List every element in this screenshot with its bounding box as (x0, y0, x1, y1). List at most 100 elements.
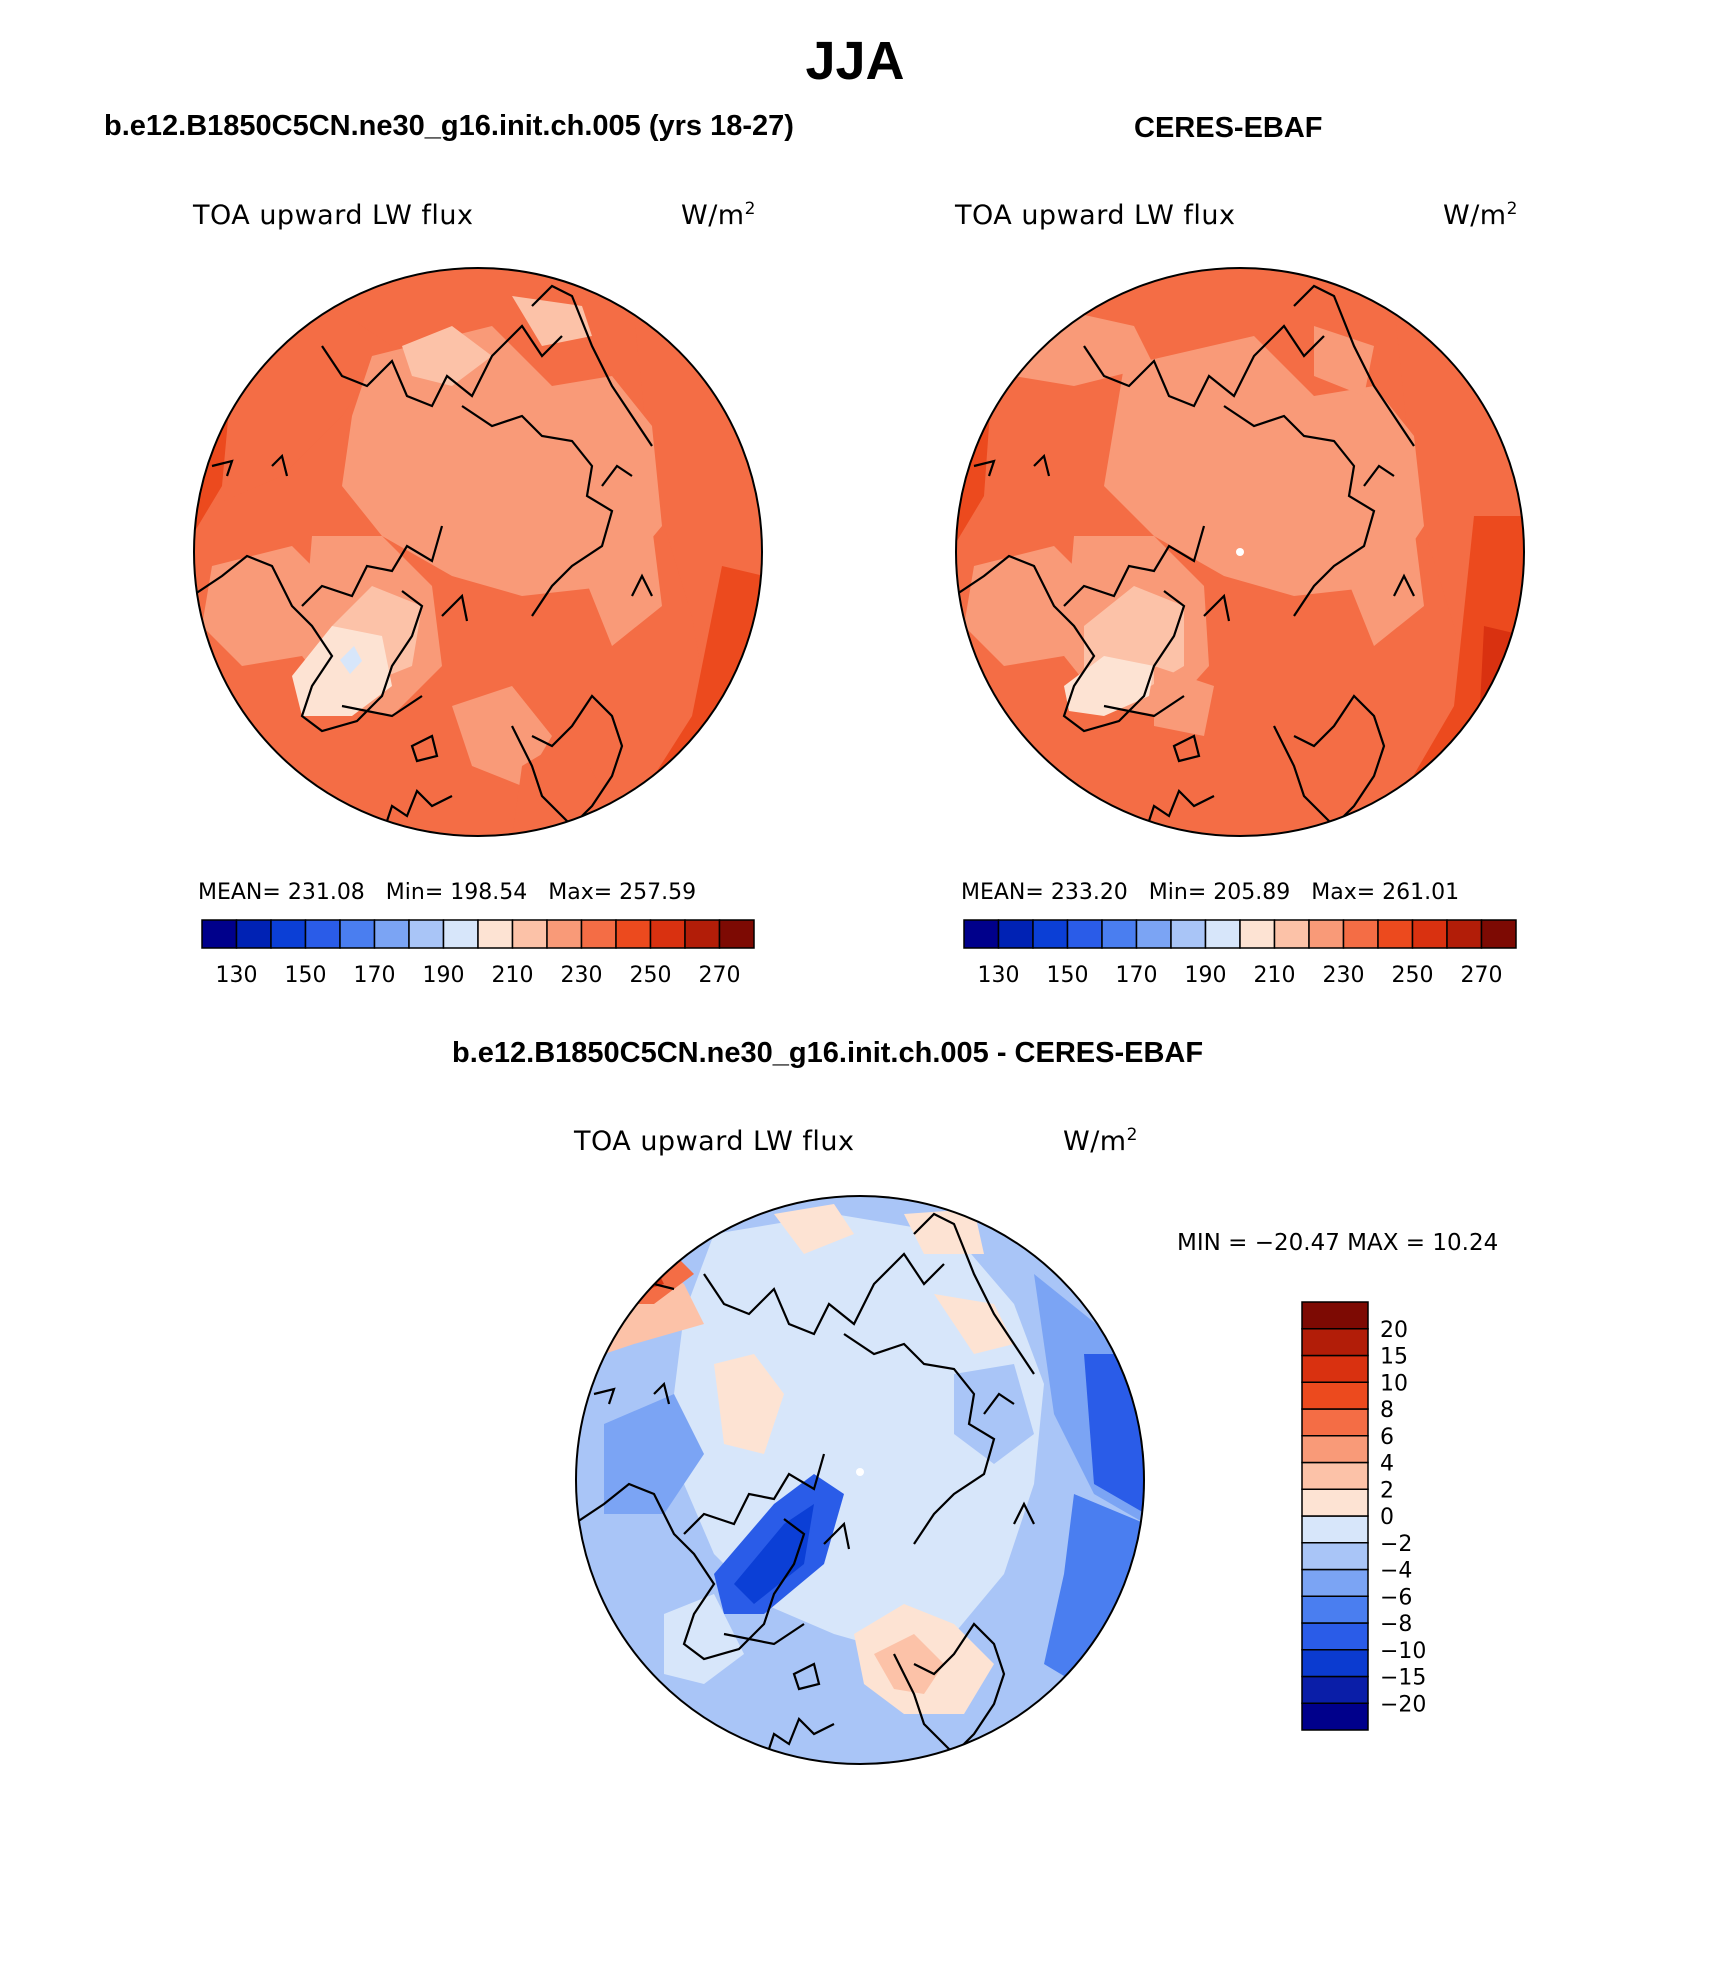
colorbar-swatch (1066, 919, 1103, 949)
panel1-colorbar: 130 150 170 190 210 230 250 270 (201, 919, 755, 988)
colorbar-swatch (1101, 919, 1138, 949)
colorbar-swatch (1301, 1328, 1369, 1357)
colorbar-swatch (1204, 919, 1241, 949)
colorbar-tick-label: 210 (492, 963, 534, 988)
colorbar-tick-label: −10 (1380, 1639, 1426, 1664)
panel1-mean-value: 231.08 (287, 880, 365, 905)
colorbar-swatch (1301, 1354, 1369, 1383)
colorbar-tick-label: 8 (1380, 1398, 1394, 1423)
panel3-units-base: W/m (1063, 1126, 1127, 1157)
colorbar-tick-label: 250 (630, 963, 672, 988)
panel1-title: b.e12.B1850C5CN.ne30_g16.init.ch.005 (yr… (104, 110, 794, 142)
colorbar-swatch (1301, 1595, 1369, 1624)
panel2-map (955, 267, 1525, 837)
colorbar-swatch (1301, 1515, 1369, 1544)
panel1-mean-label: MEAN= (198, 880, 281, 905)
colorbar-swatch (1411, 919, 1448, 949)
colorbar-swatch (373, 919, 410, 949)
colorbar-tick-label: −15 (1380, 1666, 1426, 1691)
colorbar-tick-label: −4 (1380, 1559, 1412, 1584)
colorbar-swatch (1480, 919, 1517, 949)
colorbar-tick-label: 250 (1392, 963, 1434, 988)
colorbar-tick-label: 10 (1380, 1371, 1408, 1396)
colorbar-tick-label: 4 (1380, 1452, 1394, 1477)
panel3-map (575, 1195, 1145, 1765)
panel2-title: CERES-EBAF (1134, 112, 1323, 144)
colorbar-tick-label: 230 (1323, 963, 1365, 988)
colorbar-swatch (1301, 1702, 1369, 1731)
colorbar-tick-label: 2 (1380, 1478, 1394, 1503)
panel3-units: W/m2 (1063, 1126, 1138, 1157)
panel2-colorbar: 130 150 170 190 210 230 250 270 (963, 919, 1517, 988)
colorbar-swatch (1301, 1568, 1369, 1597)
colorbar-swatch (1301, 1301, 1369, 1330)
panel3-minmax: MIN = −20.47 MAX = 10.24 (1177, 1230, 1499, 1256)
colorbar-tick-label: 6 (1380, 1425, 1394, 1450)
colorbar-tick-label: 270 (699, 963, 741, 988)
colorbar-swatch (1301, 1435, 1369, 1464)
colorbar-tick-label: 150 (285, 963, 327, 988)
colorbar-tick-label: 15 (1380, 1345, 1408, 1370)
panel2-units-exp: 2 (1506, 199, 1518, 219)
colorbar-swatch (1342, 919, 1379, 949)
panel2-units-base: W/m (1443, 200, 1507, 231)
colorbar-tick-label: −20 (1380, 1692, 1426, 1717)
panel2-min-label: Min= (1148, 880, 1207, 905)
colorbar-tick-label: 20 (1380, 1318, 1408, 1343)
colorbar-swatch (1301, 1649, 1369, 1678)
colorbar-swatch (339, 919, 376, 949)
colorbar-swatch (1301, 1408, 1369, 1437)
colorbar-swatch (1301, 1461, 1369, 1490)
colorbar-swatch (1301, 1488, 1369, 1517)
colorbar-swatch (649, 919, 686, 949)
colorbar-tick-label: 190 (1185, 963, 1227, 988)
colorbar-tick-label: 130 (216, 963, 258, 988)
panel1-units: W/m2 (681, 200, 756, 231)
panel1-min-label: Min= (385, 880, 444, 905)
colorbar-tick-label: −6 (1380, 1585, 1412, 1610)
colorbar-swatch (1301, 1675, 1369, 1704)
colorbar-tick-label: 170 (354, 963, 396, 988)
panel2-mean-value: 233.20 (1050, 880, 1128, 905)
colorbar-swatch (408, 919, 445, 949)
panel2-stats: MEAN= 233.20 Min= 205.89 Max= 261.01 (961, 880, 1459, 905)
panel1-max-value: 257.59 (619, 880, 697, 905)
panel1-units-exp: 2 (744, 199, 756, 219)
colorbar-swatch (1377, 919, 1414, 949)
colorbar-swatch (304, 919, 341, 949)
panel3-variable: TOA upward LW flux (574, 1126, 855, 1157)
colorbar-swatch (615, 919, 652, 949)
colorbar-tick-label: 190 (423, 963, 465, 988)
panel2-max-value: 261.01 (1382, 880, 1460, 905)
colorbar-tick-label: 150 (1047, 963, 1089, 988)
panel1-min-value: 198.54 (450, 880, 528, 905)
colorbar-swatch (1273, 919, 1310, 949)
colorbar-tick-label: 270 (1461, 963, 1503, 988)
colorbar-tick-label: 0 (1380, 1505, 1394, 1530)
panel2-units: W/m2 (1443, 200, 1518, 231)
panel2-min-value: 205.89 (1213, 880, 1291, 905)
colorbar-swatch (1032, 919, 1069, 949)
colorbar-tick-label: 230 (561, 963, 603, 988)
figure-title: JJA (805, 31, 905, 91)
colorbar-swatch (477, 919, 514, 949)
panel1-map (193, 267, 763, 837)
colorbar-swatch (963, 919, 1000, 949)
colorbar-tick-label: −8 (1380, 1612, 1412, 1637)
colorbar-swatch (997, 919, 1034, 949)
panel2-max-label: Max= (1311, 880, 1376, 905)
colorbar-swatch (1446, 919, 1483, 949)
colorbar-swatch (718, 919, 755, 949)
colorbar-swatch (1239, 919, 1276, 949)
colorbar-swatch (1135, 919, 1172, 949)
colorbar-swatch (580, 919, 617, 949)
colorbar-tick-label: 210 (1254, 963, 1296, 988)
colorbar-swatch (1301, 1622, 1369, 1651)
colorbar-swatch (1301, 1542, 1369, 1571)
panel3-units-exp: 2 (1126, 1125, 1138, 1145)
colorbar-swatch (270, 919, 307, 949)
colorbar-swatch (235, 919, 272, 949)
colorbar-swatch (1308, 919, 1345, 949)
panel1-variable: TOA upward LW flux (193, 200, 474, 231)
